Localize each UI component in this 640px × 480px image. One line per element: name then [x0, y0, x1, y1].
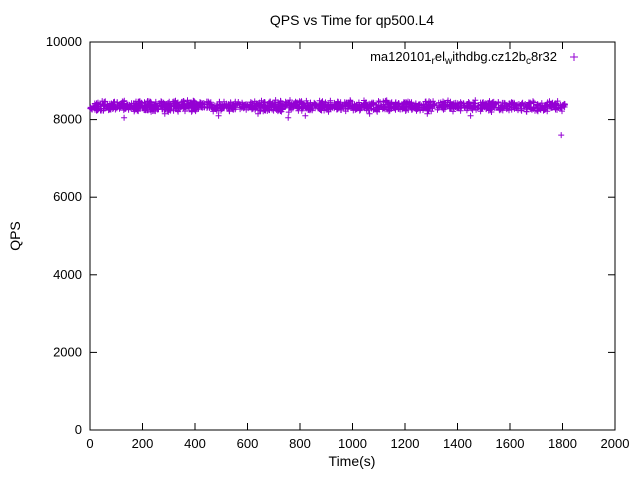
x-tick-label: 1600	[496, 436, 525, 451]
scatter-series-plus	[87, 97, 568, 139]
legend: ma120101relwithdbg.cz12bc8r32	[370, 49, 578, 67]
x-tick-label: 200	[132, 436, 154, 451]
y-tick-label: 0	[75, 422, 82, 437]
y-tick-label: 4000	[53, 267, 82, 282]
y-axis-label: QPS	[7, 221, 23, 251]
y-tick-label: 2000	[53, 344, 82, 359]
axes-layer: 0 200 400 600 800 1000 1200 1400 1600 1800 2000 0 20…	[46, 34, 630, 451]
chart-title: QPS vs Time for qp500.L4	[270, 12, 434, 28]
x-axis-label: Time(s)	[329, 453, 376, 469]
x-tick-label: 1800	[548, 436, 577, 451]
legend-series-label: ma120101relwithdbg.cz12bc8r32	[370, 49, 557, 67]
x-tick-label: 1400	[443, 436, 472, 451]
x-tick-label: 400	[184, 436, 206, 451]
x-tick-label: 2000	[601, 436, 630, 451]
y-tick-label: 6000	[53, 189, 82, 204]
y-tick-label: 8000	[53, 112, 82, 127]
x-tick-label: 1000	[338, 436, 367, 451]
x-tick-label: 0	[86, 436, 93, 451]
legend-marker-icon	[570, 53, 578, 61]
x-tick-label: 800	[289, 436, 311, 451]
x-tick-label: 600	[237, 436, 259, 451]
x-tick-label: 1200	[391, 436, 420, 451]
data-points-layer	[87, 97, 568, 139]
y-tick-label: 10000	[46, 34, 82, 49]
